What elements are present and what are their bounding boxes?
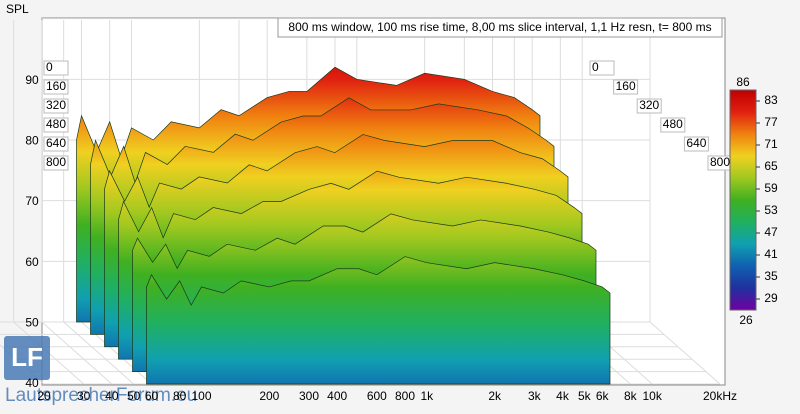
logo-text: LF <box>11 342 43 372</box>
floor-line <box>63 321 135 385</box>
z-tick-label: 320 <box>46 98 66 112</box>
x-tick-label: 300 <box>299 389 319 403</box>
watermark: LautsprecherForum.eu <box>5 385 197 406</box>
z-tick-label: 0 <box>592 60 599 74</box>
z-tick-box <box>43 155 69 171</box>
z-tick-label: 800 <box>710 155 730 169</box>
chart-title: 800 ms window, 100 ms rise time, 8,00 ms… <box>288 20 711 34</box>
z-tick-label: 480 <box>663 117 683 131</box>
x-tick-label: 6k <box>596 389 610 403</box>
x-tick-label: 60 <box>145 389 159 403</box>
floor-line <box>649 321 721 385</box>
colorbar-min: 26 <box>739 313 753 327</box>
x-tick-label: 2k <box>488 389 502 403</box>
slice <box>146 256 611 385</box>
title-box <box>277 17 723 38</box>
z-tick-label: 320 <box>639 98 659 112</box>
y-tick-label: 50 <box>25 316 39 330</box>
x-tick-label: 40 <box>105 389 119 403</box>
colorbar-label: 35 <box>764 269 778 283</box>
z-tick-label: 640 <box>686 136 706 150</box>
floor-line <box>41 321 113 385</box>
colorbar-label: 71 <box>764 137 778 151</box>
y-tick-label: 90 <box>25 73 39 87</box>
colorbar-label: 65 <box>764 159 778 173</box>
x-tick-label: 30 <box>77 389 91 403</box>
z-tick-box <box>660 117 686 133</box>
colorbar-label: 47 <box>764 225 778 239</box>
logo <box>4 336 50 380</box>
x-tick-label: 5k <box>578 389 592 403</box>
z-tick-box <box>43 98 69 114</box>
colorbar-label: 41 <box>764 247 778 261</box>
z-tick-box <box>589 60 615 76</box>
colorbar-label: 83 <box>764 93 778 107</box>
x-tick-label: 10k <box>642 389 662 403</box>
z-tick-label: 160 <box>46 79 66 93</box>
z-tick-box <box>43 79 69 95</box>
x-tick-label: 400 <box>327 389 347 403</box>
x-tick-label: 800 <box>395 389 415 403</box>
z-tick-box <box>43 136 69 152</box>
y-tick-label: 40 <box>25 376 39 390</box>
y-tick-label: 80 <box>25 134 39 148</box>
colorbar-label: 53 <box>764 203 778 217</box>
x-tick-label: 600 <box>367 389 387 403</box>
x-tick-label: 3k <box>528 389 542 403</box>
z-tick-box <box>636 98 662 114</box>
y-tick-label: 60 <box>25 255 39 269</box>
x-tick-label: 80 <box>173 389 187 403</box>
z-tick-box <box>613 79 639 95</box>
colorbar-label: 29 <box>764 291 778 305</box>
z-tick-label: 0 <box>46 60 53 74</box>
z-tick-label: 640 <box>46 136 66 150</box>
x-tick-label: 20kHz <box>703 389 737 403</box>
x-tick-label: 200 <box>259 389 279 403</box>
y-axis-label: SPL <box>6 2 29 16</box>
colorbar <box>729 89 757 311</box>
z-tick-box <box>43 60 69 76</box>
colorbar-label: 77 <box>764 115 778 129</box>
x-tick-label: 1k <box>420 389 434 403</box>
colorbar-max: 86 <box>736 75 750 89</box>
colorbar-label: 59 <box>764 181 778 195</box>
x-tick-label: 100 <box>191 389 211 403</box>
surface <box>76 66 611 385</box>
x-tick-label: 8k <box>624 389 638 403</box>
x-tick-label: 50 <box>127 389 141 403</box>
z-tick-box <box>43 117 69 133</box>
x-tick-label: 20 <box>37 389 51 403</box>
z-tick-label: 480 <box>46 117 66 131</box>
z-tick-label: 800 <box>46 155 66 169</box>
y-tick-label: 70 <box>25 194 39 208</box>
x-tick-label: 4k <box>556 389 570 403</box>
z-tick-label: 160 <box>616 79 636 93</box>
z-tick-box <box>683 136 709 152</box>
